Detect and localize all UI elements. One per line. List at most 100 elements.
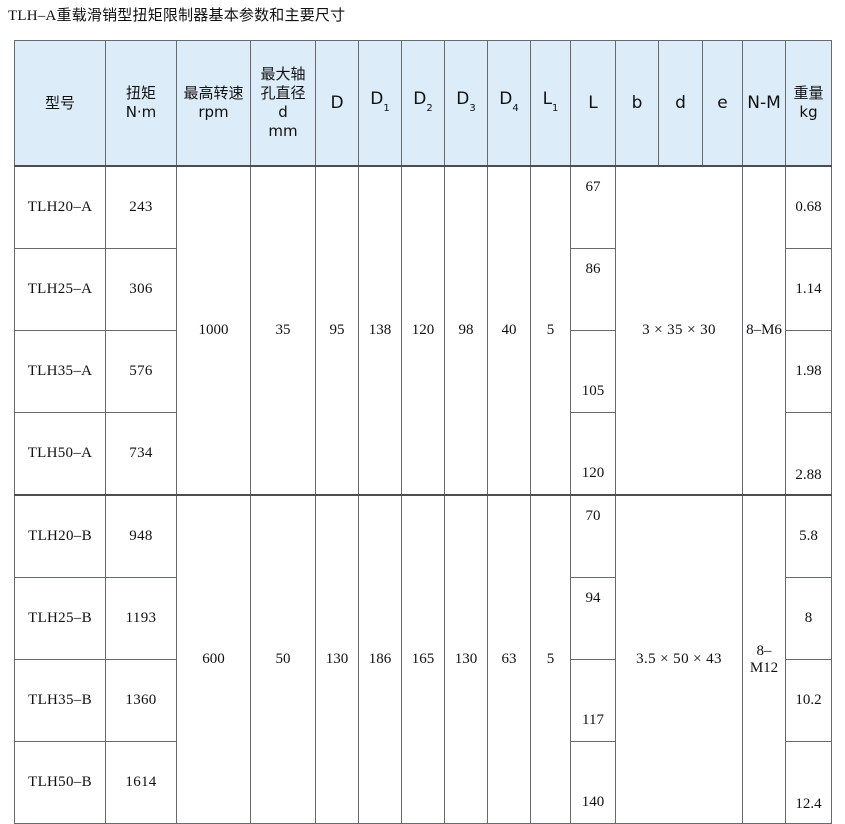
table-row: TLH20–A 243 1000 35 95 138 120 98 40 5 6… xyxy=(14,165,832,496)
cell-L: 105 xyxy=(570,330,616,413)
header-bore: 最大轴 孔直径 d mm xyxy=(250,40,316,167)
cell-weight: 10.2 xyxy=(785,659,832,742)
spec-table: 型号 扭矩 N·m 最高转速 rpm 最大轴 孔直径 d mm D D1 D2 … xyxy=(14,40,832,824)
cell-torque: 576 xyxy=(105,330,177,413)
cell-model: TLH35–A xyxy=(14,330,106,413)
header-D4-label: D xyxy=(499,89,513,110)
cell-model: TLH25–A xyxy=(14,248,106,331)
table-row: TLH35–B 1360 117 10.2 xyxy=(14,659,832,742)
table-row: TLH35–A 576 105 1.98 xyxy=(14,330,832,413)
header-D4: D4 xyxy=(487,40,531,167)
cell-D2: 165 xyxy=(401,494,445,824)
cell-D1: 186 xyxy=(358,494,402,824)
header-bore-line3: d xyxy=(278,103,288,121)
header-speed-line2: rpm xyxy=(198,103,229,121)
cell-torque: 1614 xyxy=(105,741,177,824)
cell-model: TLH20–A xyxy=(14,165,106,249)
cell-torque: 243 xyxy=(105,165,177,249)
header-model-label: 型号 xyxy=(44,93,75,112)
cell-model: TLH25–B xyxy=(14,577,106,660)
cell-weight: 8 xyxy=(785,577,832,660)
header-bore-line4: mm xyxy=(268,122,298,140)
cell-L1: 5 xyxy=(530,494,571,824)
cell-weight: 0.68 xyxy=(785,165,832,249)
cell-torque: 948 xyxy=(105,494,177,578)
header-bore-line2: 孔直径 xyxy=(260,84,306,102)
cell-weight: 2.88 xyxy=(785,412,832,496)
cell-L: 67 xyxy=(570,165,616,249)
cell-weight: 1.98 xyxy=(785,330,832,413)
header-e-label: e xyxy=(717,92,728,113)
cell-L1: 5 xyxy=(530,165,571,496)
cell-D4: 40 xyxy=(487,165,531,496)
header-L1: L1 xyxy=(530,40,571,167)
cell-D1: 138 xyxy=(358,165,402,496)
cell-model: TLH50–B xyxy=(14,741,106,824)
cell-torque: 1193 xyxy=(105,577,177,660)
spec-table-container: 型号 扭矩 N·m 最高转速 rpm 最大轴 孔直径 d mm D D1 D2 … xyxy=(14,40,832,824)
cell-L: 140 xyxy=(570,741,616,824)
header-D3-sub: 3 xyxy=(469,102,476,114)
cell-bore: 50 xyxy=(250,494,316,824)
header-bore-line1: 最大轴 xyxy=(260,65,306,83)
table-row: TLH50–A 734 120 2.88 xyxy=(14,412,832,496)
header-D3: D3 xyxy=(444,40,488,167)
header-weight-line1: 重量 xyxy=(793,84,824,102)
cell-bde: 3.5 × 50 × 43 xyxy=(615,494,743,824)
cell-model: TLH35–B xyxy=(14,659,106,742)
cell-weight: 5.8 xyxy=(785,494,832,578)
cell-D2: 120 xyxy=(401,165,445,496)
header-weight-line2: kg xyxy=(799,103,818,121)
cell-D: 130 xyxy=(315,494,359,824)
header-d: d xyxy=(658,40,703,167)
cell-L: 70 xyxy=(570,494,616,578)
header-D-label: D xyxy=(330,92,344,113)
header-b: b xyxy=(615,40,659,167)
header-NM: N-M xyxy=(742,40,786,167)
header-model: 型号 xyxy=(14,40,106,167)
cell-torque: 734 xyxy=(105,412,177,496)
cell-D: 95 xyxy=(315,165,359,496)
header-b-label: b xyxy=(631,92,643,113)
cell-D3: 98 xyxy=(444,165,488,496)
header-D1-label: D xyxy=(370,89,384,110)
table-row: TLH20–B 948 600 50 130 186 165 130 63 5 … xyxy=(14,494,832,824)
header-D1-sub: 1 xyxy=(383,102,390,114)
cell-L: 86 xyxy=(570,248,616,331)
cell-model: TLH50–A xyxy=(14,412,106,496)
header-NM-label: N-M xyxy=(747,92,781,113)
cell-L: 94 xyxy=(570,577,616,660)
table-header-row: 型号 扭矩 N·m 最高转速 rpm 最大轴 孔直径 d mm D D1 D2 … xyxy=(14,40,832,167)
header-d-label: d xyxy=(675,92,686,113)
header-weight: 重量 kg xyxy=(785,40,832,167)
header-D1: D1 xyxy=(358,40,402,167)
header-speed-line1: 最高转速 xyxy=(183,84,244,102)
cell-speed: 600 xyxy=(176,494,251,824)
cell-L: 117 xyxy=(570,659,616,742)
header-D2-label: D xyxy=(413,89,427,110)
header-D3-label: D xyxy=(456,89,470,110)
table-row: TLH25–B 1193 94 8 xyxy=(14,577,832,660)
cell-L: 120 xyxy=(570,412,616,496)
cell-weight: 12.4 xyxy=(785,741,832,824)
cell-weight: 1.14 xyxy=(785,248,832,331)
cell-bde: 3 × 35 × 30 xyxy=(615,165,743,496)
header-e: e xyxy=(702,40,743,167)
header-L-label: L xyxy=(588,92,598,113)
cell-bore: 35 xyxy=(250,165,316,496)
cell-torque: 1360 xyxy=(105,659,177,742)
cell-D3: 130 xyxy=(444,494,488,824)
table-row: TLH25–A 306 86 1.14 xyxy=(14,248,832,331)
header-L1-sub: 1 xyxy=(552,102,559,114)
cell-torque: 306 xyxy=(105,248,177,331)
cell-speed: 1000 xyxy=(176,165,251,496)
cell-D4: 63 xyxy=(487,494,531,824)
header-D2: D2 xyxy=(401,40,445,167)
cell-model: TLH20–B xyxy=(14,494,106,578)
header-L1-label: L xyxy=(542,89,553,110)
header-D2-sub: 2 xyxy=(426,102,433,114)
header-torque-line1: 扭矩 xyxy=(125,84,156,102)
header-torque-line2: N·m xyxy=(125,103,157,121)
cell-NM: 8–M12 xyxy=(742,494,786,824)
header-D4-sub: 4 xyxy=(512,102,519,114)
